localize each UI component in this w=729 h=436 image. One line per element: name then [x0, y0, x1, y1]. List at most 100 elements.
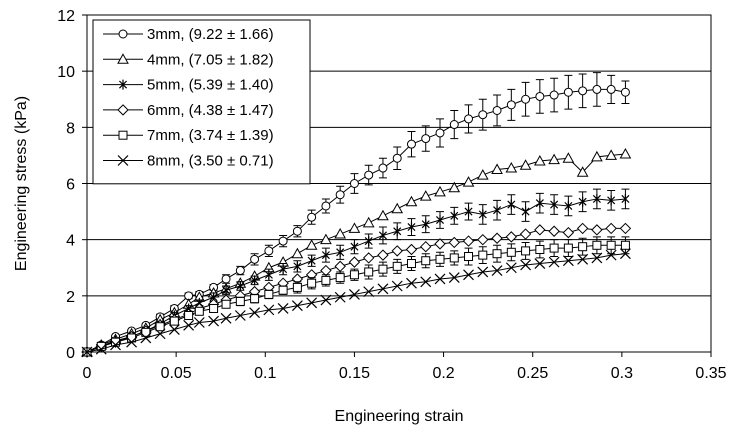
- data-point: [291, 300, 303, 312]
- legend-marker: [117, 155, 129, 166]
- data-point: [168, 324, 180, 335]
- data-point: [505, 162, 518, 173]
- data-point: [605, 149, 618, 160]
- data-point: [606, 84, 616, 94]
- data-point: [492, 105, 502, 115]
- data-point: [562, 255, 574, 267]
- legend-label: 7mm, (3.74 ± 1.39): [147, 127, 274, 144]
- y-tick-label: 10: [57, 64, 75, 81]
- legend-marker: [118, 29, 128, 39]
- x-tick-label: 0.3: [611, 365, 633, 382]
- data-point: [264, 269, 273, 280]
- series-5: [82, 236, 630, 357]
- data-point: [126, 336, 137, 348]
- data-point: [562, 226, 575, 239]
- data-point: [434, 185, 446, 197]
- x-tick-label: 0.35: [695, 365, 726, 382]
- x-axis-title: Engineering strain: [335, 408, 464, 425]
- legend-marker: [118, 130, 128, 140]
- data-point: [349, 179, 359, 188]
- data-point: [507, 199, 516, 210]
- data-point: [350, 241, 359, 252]
- data-point: [406, 259, 416, 269]
- data-point: [407, 222, 416, 233]
- data-point: [278, 285, 288, 295]
- data-point: [477, 266, 489, 278]
- data-point: [421, 256, 431, 266]
- data-point: [335, 190, 345, 200]
- data-point: [307, 255, 316, 266]
- data-point: [434, 273, 446, 285]
- data-point: [550, 199, 559, 210]
- data-point: [477, 233, 489, 246]
- data-point: [378, 230, 387, 241]
- data-point: [378, 163, 388, 173]
- data-point: [221, 274, 231, 284]
- data-point: [578, 242, 588, 252]
- series-6: [81, 248, 631, 358]
- data-point: [335, 273, 345, 283]
- data-point: [421, 219, 430, 230]
- y-axis-ticks: 0 2 4 6 8 10 12: [57, 8, 87, 362]
- data-point: [377, 249, 389, 261]
- data-point: [548, 153, 560, 165]
- data-point: [320, 294, 332, 306]
- x-tick-label: 0.05: [161, 365, 192, 382]
- data-point: [306, 297, 318, 309]
- data-point: [321, 201, 331, 211]
- data-point: [619, 147, 632, 159]
- data-point: [493, 205, 502, 216]
- data-point: [184, 310, 194, 320]
- data-point: [478, 209, 487, 220]
- data-point: [334, 291, 346, 303]
- data-point: [292, 226, 302, 236]
- data-point: [535, 244, 545, 254]
- data-point: [591, 150, 603, 162]
- data-point: [378, 264, 388, 274]
- data-point: [111, 337, 121, 347]
- data-point: [363, 286, 375, 298]
- data-point: [535, 91, 545, 101]
- legend-label: 3mm, (9.22 ± 1.66): [147, 26, 274, 43]
- data-point: [548, 256, 560, 268]
- data-point: [348, 256, 361, 268]
- data-point: [391, 202, 404, 214]
- data-point: [362, 252, 375, 264]
- data-point: [619, 222, 632, 235]
- data-point: [291, 247, 304, 259]
- data-point: [462, 235, 475, 247]
- data-point: [519, 228, 532, 240]
- data-point: [420, 276, 432, 288]
- data-point: [492, 249, 502, 259]
- data-point: [250, 254, 260, 264]
- data-point: [491, 232, 503, 244]
- data-point: [364, 170, 374, 180]
- data-point: [576, 166, 589, 177]
- data-point: [448, 181, 461, 193]
- data-point: [533, 155, 546, 166]
- data-point: [110, 339, 121, 351]
- data-point: [209, 303, 219, 313]
- data-point: [520, 259, 532, 271]
- data-point: [435, 128, 445, 138]
- data-point: [549, 90, 559, 100]
- legend-entry: 5mm, (5.39 ± 1.40): [103, 77, 274, 94]
- data-point: [562, 152, 575, 163]
- data-point: [435, 215, 445, 226]
- data-point: [348, 222, 361, 233]
- data-point: [577, 253, 589, 265]
- legend-label: 8mm, (3.50 ± 0.71): [147, 153, 274, 170]
- data-point: [392, 261, 402, 271]
- data-point: [140, 332, 152, 344]
- data-point: [549, 243, 559, 253]
- data-point: [605, 222, 617, 235]
- data-point: [155, 322, 165, 332]
- data-point: [419, 190, 432, 201]
- data-point: [449, 253, 459, 263]
- data-point: [521, 94, 531, 104]
- x-tick-label: 0.1: [254, 365, 276, 382]
- data-point: [421, 134, 431, 144]
- data-point: [362, 216, 375, 228]
- data-point: [434, 238, 446, 250]
- data-point: [621, 193, 630, 204]
